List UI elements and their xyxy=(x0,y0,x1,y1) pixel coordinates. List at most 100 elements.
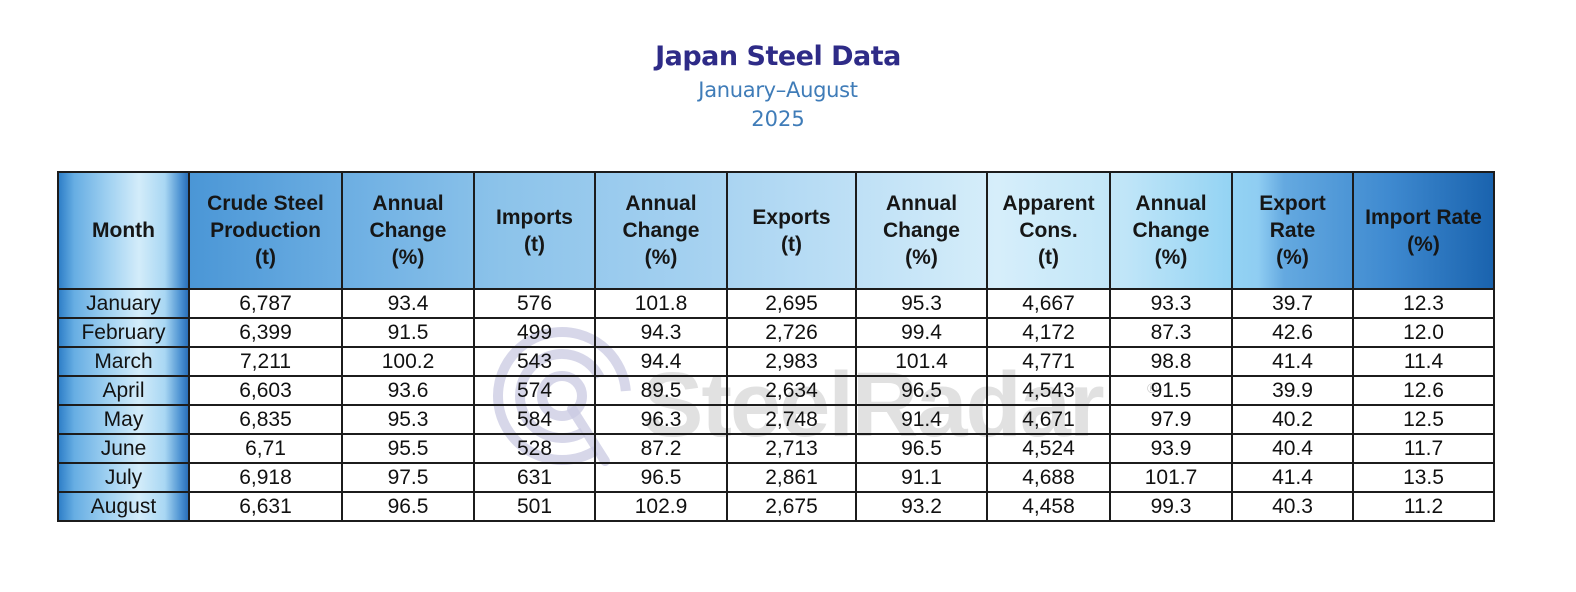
header-line: (%) xyxy=(1407,232,1440,256)
header-line: Change xyxy=(882,219,960,242)
value-cell: 93.4 xyxy=(341,288,475,319)
value-cell: 39.9 xyxy=(1231,375,1354,406)
value-cell: 93.2 xyxy=(855,491,988,522)
table-row: February 6,399 91.5 499 94.3 2,726 99.4 4,172 87… xyxy=(57,317,1495,348)
value-cell: 2,726 xyxy=(726,317,857,348)
header-line: Imports xyxy=(495,205,573,229)
header-line: (t) xyxy=(1038,246,1059,269)
value-cell: 2,861 xyxy=(726,462,857,493)
header-line: Month xyxy=(92,219,155,242)
value-cell: 12.0 xyxy=(1352,317,1495,348)
value-cell: 584 xyxy=(473,404,596,435)
header-line: (%) xyxy=(1276,246,1309,269)
value-cell: 87.2 xyxy=(594,433,728,464)
value-cell: 99.4 xyxy=(855,317,988,348)
table-row: June 6,71 95.5 528 87.2 2,713 96.5 4,524 93.9 40.… xyxy=(57,433,1495,464)
value-cell: 89.5 xyxy=(594,375,728,406)
value-cell: 2,634 xyxy=(726,375,857,406)
header-line: Crude Steel xyxy=(207,192,324,215)
table-row: August 6,631 96.5 501 102.9 2,675 93.2 4,458 99.… xyxy=(57,491,1495,522)
value-cell: 543 xyxy=(473,346,596,377)
col-header-consumption-annual-change: Annual Change (%) xyxy=(1109,171,1233,290)
table-row: April 6,603 93.6 574 89.5 2,634 96.5 4,543 91.5 3… xyxy=(57,375,1495,406)
value-cell: 91.5 xyxy=(1109,375,1233,406)
month-cell: January xyxy=(57,288,190,319)
value-cell: 101.4 xyxy=(855,346,988,377)
table-row: January 6,787 93.4 576 101.8 2,695 95.3 4,667 93… xyxy=(57,288,1495,319)
year-label: 2025 xyxy=(751,107,805,131)
value-cell: 95.3 xyxy=(855,288,988,319)
period-subtitle: January–August xyxy=(698,78,858,102)
value-cell: 12.6 xyxy=(1352,375,1495,406)
value-cell: 6,835 xyxy=(188,404,343,435)
header-row: Month Crude Steel Production (t) Annual Chang… xyxy=(57,171,1495,290)
month-cell: April xyxy=(57,375,190,406)
value-cell: 2,695 xyxy=(726,288,857,319)
value-cell: 40.4 xyxy=(1231,433,1354,464)
header-line: Annual xyxy=(885,192,958,215)
value-cell: 96.5 xyxy=(855,433,988,464)
value-cell: 2,748 xyxy=(726,404,857,435)
value-cell: 96.5 xyxy=(341,491,475,522)
month-cell: March xyxy=(57,346,190,377)
value-cell: 91.5 xyxy=(341,317,475,348)
value-cell: 40.3 xyxy=(1231,491,1354,522)
header-line: Change xyxy=(369,219,447,242)
month-cell: May xyxy=(57,404,190,435)
value-cell: 94.4 xyxy=(594,346,728,377)
value-cell: 2,983 xyxy=(726,346,857,377)
value-cell: 97.5 xyxy=(341,462,475,493)
header-line: Export xyxy=(1259,192,1326,215)
header-line: Annual xyxy=(372,192,444,215)
value-cell: 41.4 xyxy=(1231,462,1354,493)
header-line: (%) xyxy=(391,246,425,269)
value-cell: 6,787 xyxy=(188,288,343,319)
value-cell: 6,918 xyxy=(188,462,343,493)
value-cell: 93.6 xyxy=(341,375,475,406)
value-cell: 4,458 xyxy=(986,491,1111,522)
value-cell: 6,71 xyxy=(188,433,343,464)
title-block: Japan Steel Data January–August 2025 xyxy=(0,38,1556,134)
header-line: Change xyxy=(622,219,700,242)
value-cell: 7,211 xyxy=(188,346,343,377)
header-line: Exports xyxy=(752,205,831,229)
header-line: (%) xyxy=(1154,246,1188,269)
value-cell: 100.2 xyxy=(341,346,475,377)
value-cell: 576 xyxy=(473,288,596,319)
value-cell: 2,675 xyxy=(726,491,857,522)
value-cell: 87.3 xyxy=(1109,317,1233,348)
table-body: January 6,787 93.4 576 101.8 2,695 95.3 4,667 93… xyxy=(57,288,1495,522)
value-cell: 6,631 xyxy=(188,491,343,522)
value-cell: 12.5 xyxy=(1352,404,1495,435)
value-cell: 101.8 xyxy=(594,288,728,319)
value-cell: 4,172 xyxy=(986,317,1111,348)
value-cell: 41.4 xyxy=(1231,346,1354,377)
col-header-imports: Imports (t) xyxy=(473,171,596,290)
steel-data-table-wrapper: SteelRadar ® Month Crude Steel Production(… xyxy=(57,171,1495,522)
month-cell: February xyxy=(57,317,190,348)
value-cell: 93.9 xyxy=(1109,433,1233,464)
value-cell: 96.3 xyxy=(594,404,728,435)
value-cell: 97.9 xyxy=(1109,404,1233,435)
month-cell: July xyxy=(57,462,190,493)
value-cell: 91.1 xyxy=(855,462,988,493)
steel-data-table: Month Crude Steel Production (t) Annual Chang… xyxy=(57,171,1495,522)
header-line: Rate xyxy=(1269,219,1316,242)
header-line: (t) xyxy=(781,232,802,256)
col-header-month: Month xyxy=(57,171,190,290)
value-cell: 39.7 xyxy=(1231,288,1354,319)
value-cell: 40.2 xyxy=(1231,404,1354,435)
header-line: Annual xyxy=(1135,192,1207,215)
value-cell: 11.7 xyxy=(1352,433,1495,464)
value-cell: 528 xyxy=(473,433,596,464)
header-line: Cons. xyxy=(1019,219,1078,242)
month-cell: June xyxy=(57,433,190,464)
value-cell: 631 xyxy=(473,462,596,493)
col-header-production-annual-change: Annual Change (%) xyxy=(341,171,475,290)
header-line: Production xyxy=(210,219,321,242)
value-cell: 102.9 xyxy=(594,491,728,522)
value-cell: 101.7 xyxy=(1109,462,1233,493)
value-cell: 4,543 xyxy=(986,375,1111,406)
value-cell: 11.4 xyxy=(1352,346,1495,377)
value-cell: 99.3 xyxy=(1109,491,1233,522)
